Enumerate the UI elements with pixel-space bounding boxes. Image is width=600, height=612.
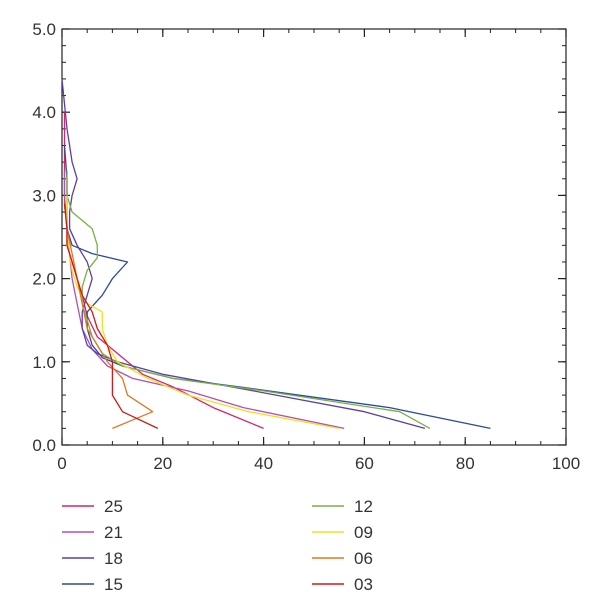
plot-axes: 0 20 40 60 80 100 0.0 1.0 2.0 3.0 4.0 5.0	[32, 20, 580, 473]
legend-label-09: 09	[354, 523, 373, 542]
series-line-15	[63, 145, 491, 430]
legend-label-03: 03	[354, 575, 373, 594]
x-tick-label: 20	[153, 454, 172, 473]
x-tick-label: 0	[57, 454, 66, 473]
legend-label-25: 25	[104, 497, 123, 516]
plot-frame	[61, 28, 567, 446]
y-tick-label: 1.0	[32, 353, 56, 372]
x-tick-label: 100	[552, 454, 580, 473]
y-tick-label: 2.0	[32, 270, 56, 289]
legend: 25 21 18 15 12 09 06 03	[62, 497, 373, 594]
plot-series	[61, 78, 491, 430]
series-line-21	[63, 170, 345, 430]
y-tick-label: 5.0	[32, 20, 56, 39]
y-tick-label: 0.0	[32, 436, 56, 455]
x-tick-label: 60	[355, 454, 374, 473]
legend-label-06: 06	[354, 549, 373, 568]
series-line-03	[63, 203, 159, 429]
series-line-25	[63, 112, 264, 430]
legend-label-18: 18	[104, 549, 123, 568]
y-tick-label: 3.0	[32, 186, 56, 205]
x-tick-label: 80	[456, 454, 475, 473]
series-line-18	[61, 78, 426, 430]
series-line-09	[66, 195, 340, 430]
legend-label-12: 12	[354, 497, 373, 516]
legend-label-15: 15	[104, 575, 123, 594]
y-tick-label: 4.0	[32, 103, 56, 122]
x-tick-label: 40	[254, 454, 273, 473]
series-line-06	[63, 203, 154, 430]
legend-label-21: 21	[104, 523, 123, 542]
